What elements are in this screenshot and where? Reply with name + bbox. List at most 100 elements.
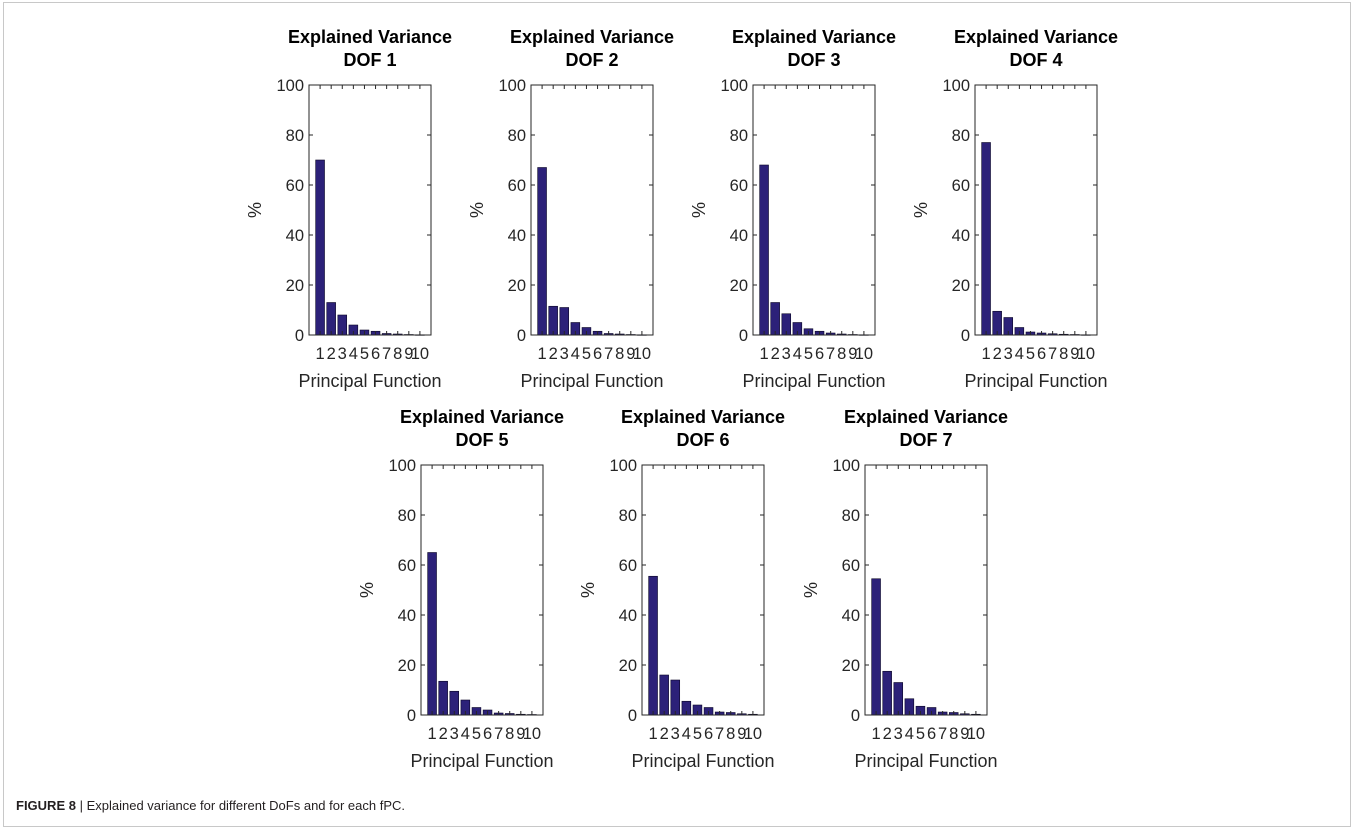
y-tick-label: 60 <box>508 177 526 195</box>
x-tick-label: 3 <box>782 345 791 363</box>
bar-1 <box>537 167 547 336</box>
y-tick-label: 0 <box>407 707 416 725</box>
y-tick-label: 20 <box>508 277 526 295</box>
chart-title: Explained Variance <box>400 407 564 427</box>
bar-2 <box>882 670 892 716</box>
chart-dof-7: Explained Variance DOF 7 0 20 40 60 80 100 1 2 3 4 5… <box>801 407 1008 771</box>
x-tick-label: 10 <box>744 725 762 743</box>
plot-area-box <box>974 84 1098 336</box>
x-tick-label: 9 <box>626 345 635 363</box>
x-tick-label: 1 <box>315 345 324 363</box>
x-tick-label: 4 <box>905 725 914 743</box>
x-tick-label: 3 <box>450 725 459 743</box>
x-tick-label: 5 <box>693 725 702 743</box>
x-tick-label: 2 <box>327 345 336 363</box>
x-tick-label: 4 <box>793 345 802 363</box>
x-tick-label: 7 <box>715 725 724 743</box>
x-tick-label: 7 <box>604 345 613 363</box>
x-axis-label: Principal Function <box>410 751 553 771</box>
chart-dof-6: Explained Variance DOF 6 0 20 40 60 80 100 1 2 3 4 5… <box>578 407 785 771</box>
plot-area-box <box>864 464 988 716</box>
bar-2 <box>438 680 448 716</box>
x-tick-label: 1 <box>871 725 880 743</box>
bar-1 <box>981 142 991 336</box>
bar-1 <box>427 552 437 716</box>
y-tick-label: 60 <box>730 177 748 195</box>
x-tick-label: 5 <box>1026 345 1035 363</box>
x-tick-label: 10 <box>855 345 873 363</box>
chart-subtitle: DOF 7 <box>899 430 952 450</box>
bar-2 <box>659 674 669 716</box>
y-tick-label: 0 <box>739 327 748 345</box>
figure-caption: FIGURE 8 | Explained variance for differ… <box>16 798 405 813</box>
y-tick-label: 100 <box>498 77 526 95</box>
y-tick-label: 20 <box>398 657 416 675</box>
plot-area-box <box>641 464 765 716</box>
chart-subtitle: DOF 5 <box>455 430 508 450</box>
chart-title: Explained Variance <box>621 407 785 427</box>
y-tick-label: 0 <box>628 707 637 725</box>
y-tick-label: 20 <box>952 277 970 295</box>
y-tick-label: 60 <box>619 557 637 575</box>
chart-dof-1: Explained Variance DOF 1 0 20 40 60 80 100 1 2 3 4 5… <box>245 27 452 391</box>
figure-caption-label: FIGURE 8 <box>16 798 76 813</box>
x-tick-label: 8 <box>1059 345 1068 363</box>
x-tick-label: 3 <box>1004 345 1013 363</box>
x-tick-label: 1 <box>427 725 436 743</box>
y-tick-label: 40 <box>619 607 637 625</box>
x-tick-label: 8 <box>393 345 402 363</box>
y-tick-label: 100 <box>942 77 970 95</box>
chart-dof-3: Explained Variance DOF 3 0 20 40 60 80 100 1 2 3 4 5… <box>689 27 896 391</box>
y-tick-label: 40 <box>952 227 970 245</box>
chart-dof-5: Explained Variance DOF 5 0 20 40 60 80 100 1 2 3 4 5… <box>357 407 564 771</box>
x-tick-label: 2 <box>660 725 669 743</box>
y-axis-label: % <box>801 582 821 598</box>
x-tick-label: 3 <box>671 725 680 743</box>
x-tick-label: 6 <box>1037 345 1046 363</box>
plot-area-box <box>752 84 876 336</box>
bar-2 <box>326 302 336 336</box>
x-tick-label: 9 <box>1070 345 1079 363</box>
plot-area-box <box>530 84 654 336</box>
x-tick-label: 7 <box>826 345 835 363</box>
y-tick-label: 0 <box>517 327 526 345</box>
y-tick-label: 40 <box>286 227 304 245</box>
chart-dof-4: Explained Variance DOF 4 0 20 40 60 80 100 1 2 3 4 5… <box>911 27 1118 391</box>
y-tick-label: 20 <box>619 657 637 675</box>
x-tick-label: 9 <box>960 725 969 743</box>
x-axis-label: Principal Function <box>298 371 441 391</box>
y-tick-label: 80 <box>619 507 637 525</box>
bar-1 <box>648 575 658 716</box>
x-axis-label: Principal Function <box>742 371 885 391</box>
y-tick-label: 80 <box>730 127 748 145</box>
y-tick-label: 40 <box>842 607 860 625</box>
y-tick-label: 40 <box>730 227 748 245</box>
x-tick-label: 10 <box>523 725 541 743</box>
plot-area-box <box>308 84 432 336</box>
x-tick-label: 9 <box>737 725 746 743</box>
bar-1 <box>871 578 881 716</box>
y-axis-label: % <box>911 202 931 218</box>
x-axis-label: Principal Function <box>854 751 997 771</box>
y-tick-label: 60 <box>952 177 970 195</box>
bar-2 <box>770 302 780 336</box>
chart-dof-2: Explained Variance DOF 2 0 20 40 60 80 100 1 2 3 4 5… <box>467 27 674 391</box>
figure-frame <box>3 2 1351 827</box>
chart-subtitle: DOF 4 <box>1009 50 1062 70</box>
x-tick-label: 3 <box>894 725 903 743</box>
bar-1 <box>315 159 325 336</box>
x-tick-label: 9 <box>516 725 525 743</box>
y-tick-label: 80 <box>952 127 970 145</box>
y-tick-label: 0 <box>295 327 304 345</box>
x-tick-label: 2 <box>883 725 892 743</box>
x-tick-label: 1 <box>759 345 768 363</box>
x-tick-label: 4 <box>682 725 691 743</box>
x-tick-label: 10 <box>1077 345 1095 363</box>
chart-title: Explained Variance <box>954 27 1118 47</box>
x-tick-label: 8 <box>726 725 735 743</box>
x-tick-label: 7 <box>1048 345 1057 363</box>
chart-title: Explained Variance <box>732 27 896 47</box>
x-tick-label: 7 <box>494 725 503 743</box>
y-axis-label: % <box>467 202 487 218</box>
y-tick-label: 20 <box>730 277 748 295</box>
